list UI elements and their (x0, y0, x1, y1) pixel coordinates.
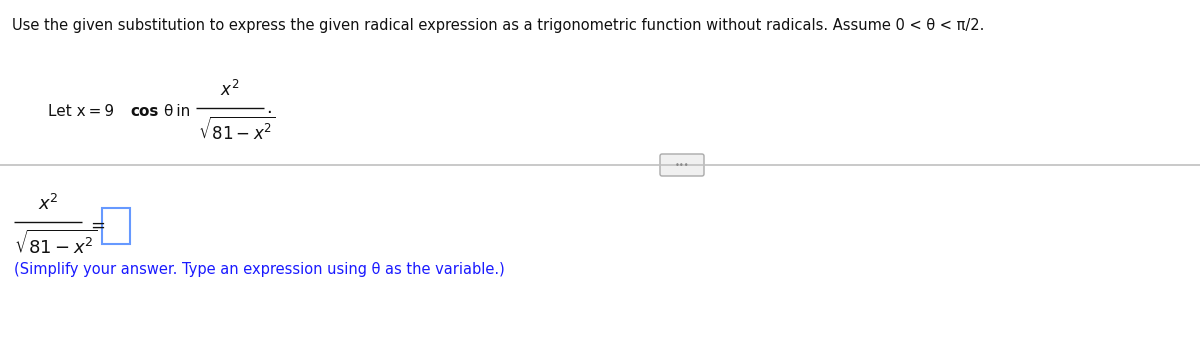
FancyBboxPatch shape (660, 154, 704, 176)
Text: Use the given substitution to express the given radical expression as a trigonom: Use the given substitution to express th… (12, 18, 984, 33)
Text: θ in: θ in (161, 105, 191, 119)
Text: $\sqrt{81-x^2}$: $\sqrt{81-x^2}$ (198, 117, 276, 144)
Text: cos: cos (130, 105, 158, 119)
Text: $\sqrt{81-x^2}$: $\sqrt{81-x^2}$ (14, 230, 97, 258)
Text: •••: ••• (674, 160, 689, 170)
Text: $x^2$: $x^2$ (221, 80, 240, 100)
Text: (Simplify your answer. Type an expression using θ as the variable.): (Simplify your answer. Type an expressio… (14, 262, 505, 277)
Text: =: = (90, 217, 106, 235)
Text: Let x = 9: Let x = 9 (48, 105, 118, 119)
FancyBboxPatch shape (102, 208, 130, 244)
Text: .: . (266, 99, 271, 117)
Text: $x^2$: $x^2$ (37, 194, 59, 214)
